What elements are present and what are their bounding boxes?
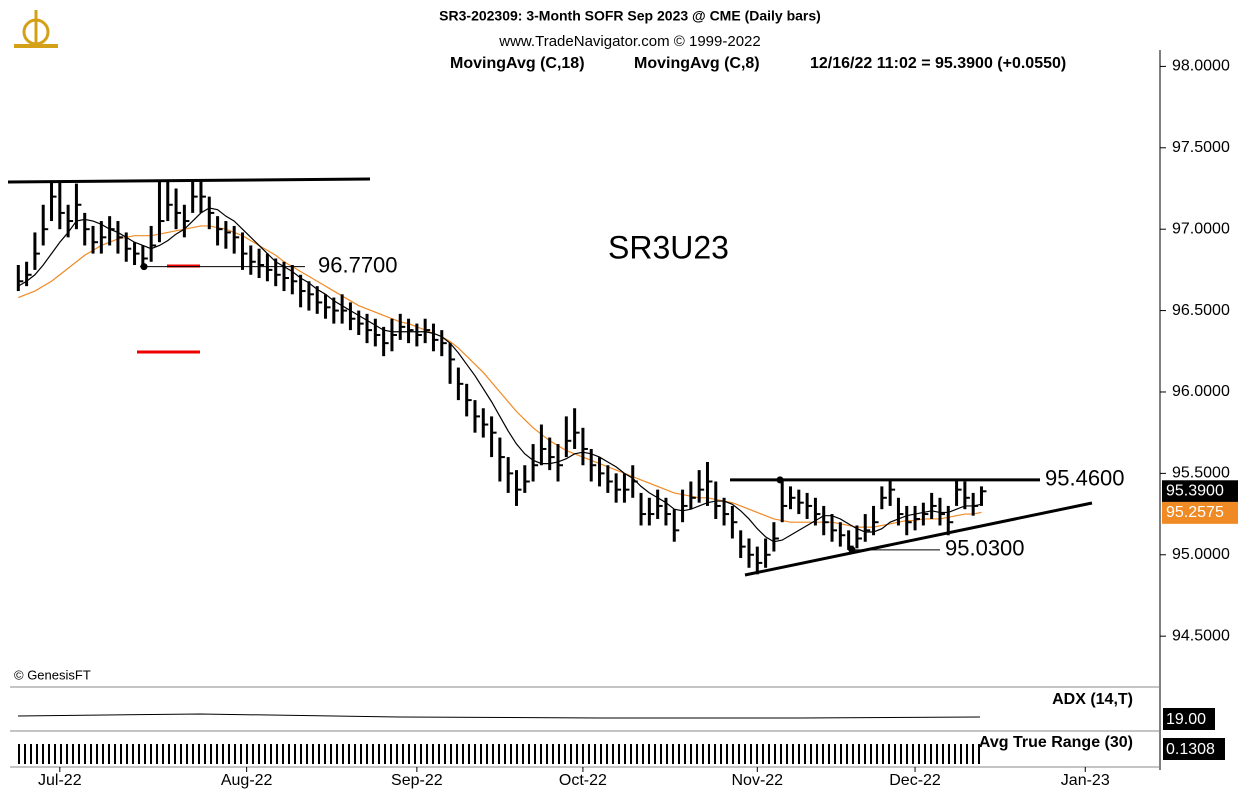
trend-line	[744, 501, 1093, 577]
price-label: 95.3900	[1166, 482, 1224, 499]
level-point	[848, 546, 856, 554]
chart-title: SR3-202309: 3-Month SOFR Sep 2023 @ CME …	[439, 8, 821, 24]
level-label: 95.0300	[945, 536, 1025, 561]
moving-average	[18, 225, 982, 528]
adx-line	[17, 713, 981, 719]
x-tick-label: Nov-22	[732, 772, 784, 789]
level-point	[776, 476, 784, 484]
indicator-name: Avg True Range (30)	[979, 734, 1133, 751]
y-tick-label: 96.5000	[1172, 302, 1230, 319]
status: 12/16/22 11:02 = 95.3900 (+0.0550)	[810, 55, 1066, 72]
y-tick-label: 96.0000	[1172, 383, 1230, 400]
x-tick-label: Sep-22	[391, 772, 443, 789]
price-box	[1162, 480, 1238, 503]
atr-histogram	[16, 744, 984, 764]
x-tick-label: Jan-23	[1061, 772, 1110, 789]
y-tick-label: 98.0000	[1172, 58, 1230, 75]
indicator-box	[1163, 708, 1215, 730]
legend-entry: MovingAvg (C,8)	[634, 55, 760, 72]
indicator-value: 19.00	[1166, 711, 1206, 728]
credit: © GenesisFT	[14, 667, 91, 682]
logo	[14, 10, 58, 48]
x-tick-label: Jul-22	[38, 772, 82, 789]
x-tick-label: Aug-22	[221, 772, 273, 789]
y-tick-label: 95.0000	[1172, 546, 1230, 563]
indicator-value: 0.1308	[1166, 741, 1215, 758]
y-tick-label: 97.5000	[1172, 139, 1230, 156]
trend-line	[7, 177, 371, 184]
y-tick-label: 97.0000	[1172, 220, 1230, 237]
level-label: 96.7700	[318, 252, 398, 277]
x-tick-label: Oct-22	[559, 772, 607, 789]
level-label: 95.4600	[1045, 466, 1125, 491]
legend-entry: MovingAvg (C,18)	[450, 55, 585, 72]
price-label: 95.2575	[1166, 504, 1224, 521]
indicator-box	[1163, 738, 1225, 760]
symbol: SR3U23	[608, 229, 729, 265]
moving-average	[17, 207, 982, 543]
chart-subtitle: www.TradeNavigator.com © 1999-2022	[498, 33, 760, 50]
price-box	[1162, 501, 1238, 524]
indicator-name: ADX (14,T)	[1052, 691, 1133, 708]
level-point	[140, 263, 148, 271]
y-tick-label: 95.5000	[1172, 465, 1230, 482]
x-tick-label: Dec-22	[889, 772, 941, 789]
y-tick-label: 94.5000	[1172, 627, 1230, 644]
